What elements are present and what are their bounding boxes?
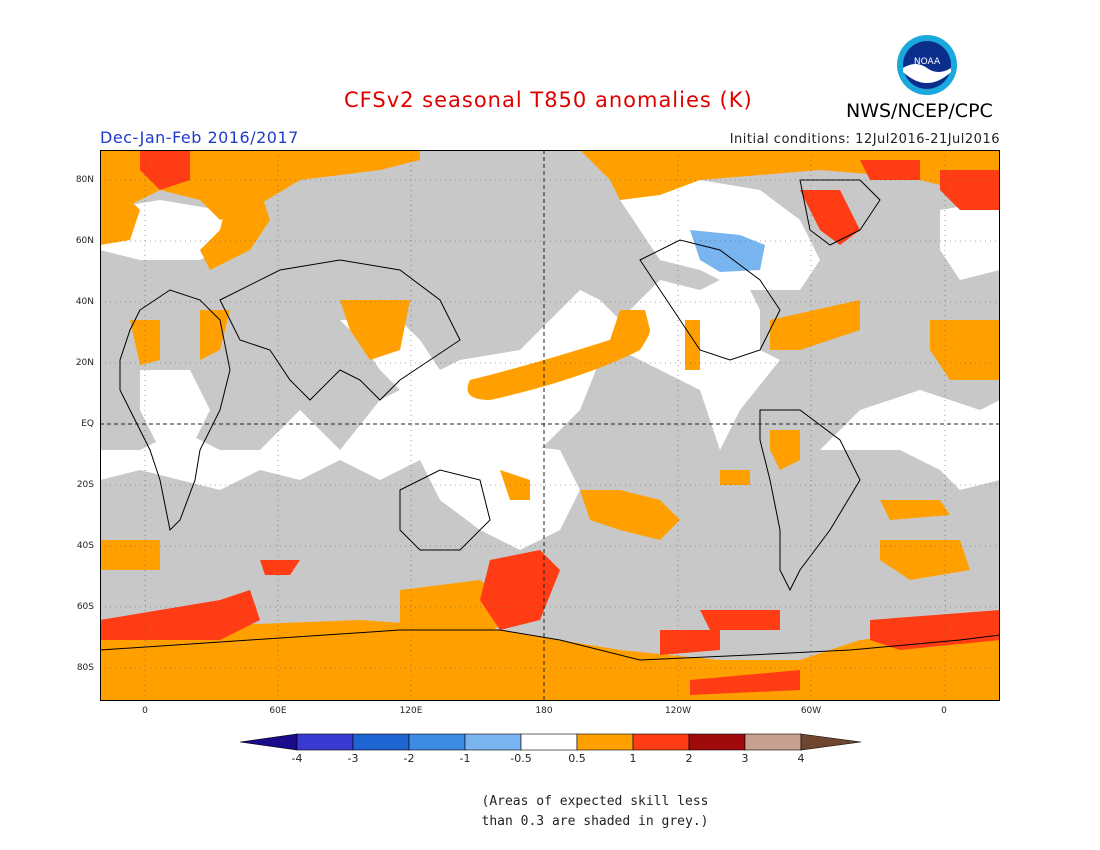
colorbar-segment xyxy=(464,733,522,751)
colorbar-tick: -2 xyxy=(403,752,415,765)
colorbar-tick: 4 xyxy=(797,752,805,765)
colorbar-tick: 2 xyxy=(685,752,693,765)
colorbar xyxy=(240,733,862,751)
strong-warm-regions xyxy=(100,150,1000,695)
lat-label: EQ xyxy=(81,419,94,429)
colorbar-segment xyxy=(800,733,862,751)
noaa-logo: NOAA xyxy=(897,35,957,95)
anomaly-map xyxy=(100,150,1000,701)
lon-label: 120E xyxy=(399,706,423,716)
lat-label: 20S xyxy=(76,480,94,490)
logo-text: NOAA xyxy=(914,57,941,67)
colorbar-segment xyxy=(632,733,690,751)
lat-label: 40S xyxy=(76,541,94,551)
coastlines xyxy=(100,179,1000,661)
equator-dateline xyxy=(100,150,1000,701)
colorbar-tick: 3 xyxy=(741,752,749,765)
colorbar-segment xyxy=(520,733,578,751)
skill-note-line: than 0.3 are shaded in grey.) xyxy=(481,814,709,829)
map-frame xyxy=(100,150,1000,701)
lon-label: 180 xyxy=(535,706,553,716)
lon-label: 120W xyxy=(664,706,692,716)
lat-label: 60S xyxy=(76,602,94,612)
lat-label: 60N xyxy=(75,236,94,246)
chart-title: CFSv2 seasonal T850 anomalies (K) xyxy=(344,88,753,112)
colorbar-segment xyxy=(352,733,410,751)
lon-label: 0 xyxy=(941,706,947,716)
colorbar-segment xyxy=(688,733,746,751)
initial-conditions-label: Initial conditions: 12Jul2016-21Jul2016 xyxy=(729,132,1000,147)
organization-label: NWS/NCEP/CPC xyxy=(846,100,993,122)
colorbar-segment xyxy=(744,733,802,751)
skill-note: (Areas of expected skill less than 0.3 a… xyxy=(440,792,750,832)
lat-label: 20N xyxy=(75,358,94,368)
lat-label: 80S xyxy=(76,663,94,673)
grid-lines xyxy=(100,150,1000,701)
colorbar-tick: 1 xyxy=(629,752,637,765)
colorbar-tick: -0.5 xyxy=(510,752,532,765)
skill-note-line: (Areas of expected skill less xyxy=(481,794,709,809)
lon-label: 60W xyxy=(800,706,822,716)
colorbar-segment xyxy=(408,733,466,751)
lat-label: 80N xyxy=(75,175,94,185)
colorbar-tick: -3 xyxy=(347,752,359,765)
colorbar-segment xyxy=(240,733,298,751)
colorbar-tick: -4 xyxy=(291,752,303,765)
lat-label: 40N xyxy=(75,297,94,307)
colorbar-tick: -1 xyxy=(459,752,471,765)
colorbar-segment xyxy=(576,733,634,751)
lon-label: 0 xyxy=(142,706,148,716)
season-label: Dec-Jan-Feb 2016/2017 xyxy=(100,128,299,147)
colorbar-tick: 0.5 xyxy=(568,752,586,765)
colorbar-segment xyxy=(296,733,354,751)
cold-anomaly-region xyxy=(690,230,765,272)
lon-label: 60E xyxy=(269,706,287,716)
